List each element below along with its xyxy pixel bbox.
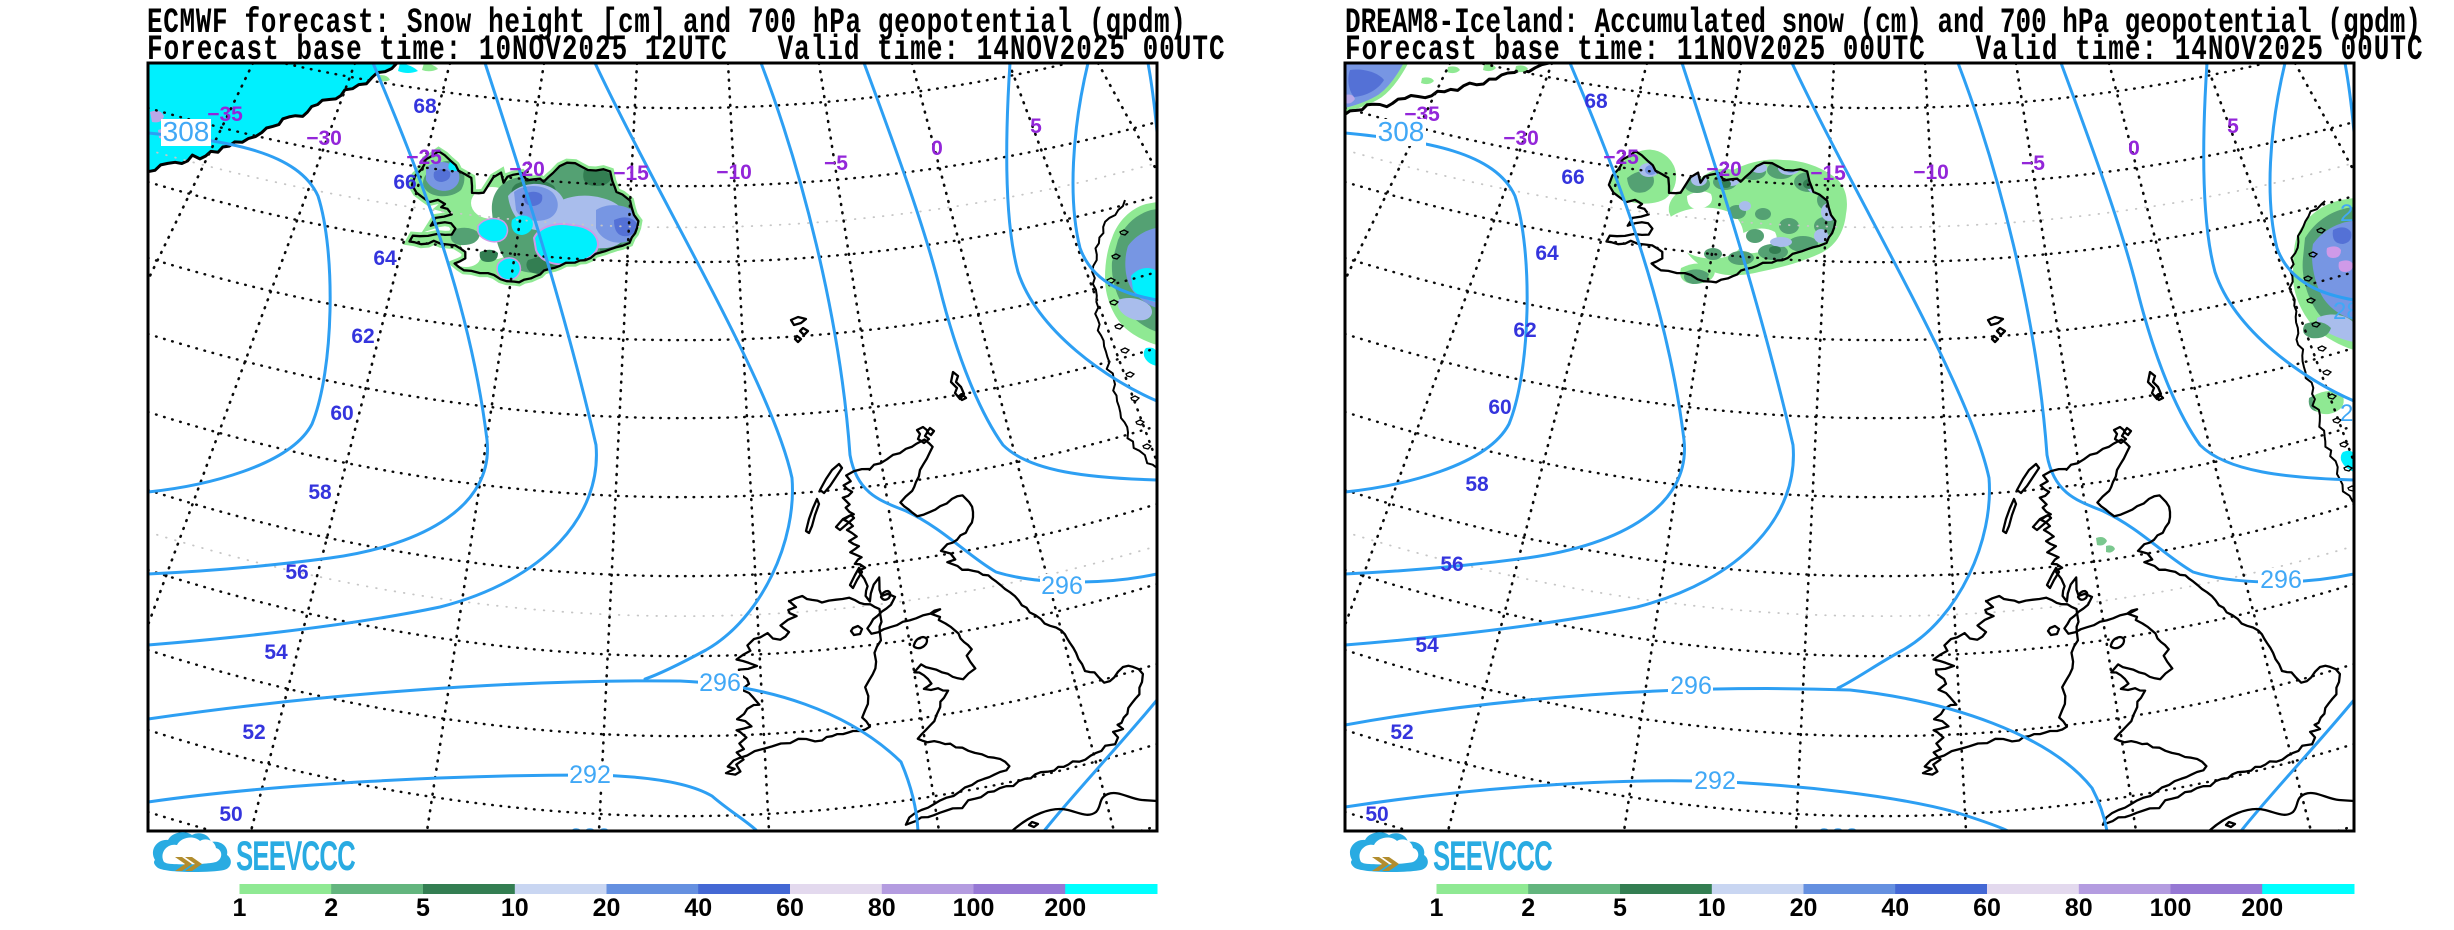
svg-text:296: 296: [1670, 672, 1712, 700]
svg-text:54: 54: [264, 641, 288, 664]
svg-text:2: 2: [1521, 894, 1535, 922]
svg-text:60: 60: [1488, 396, 1511, 419]
svg-text:28: 28: [2333, 298, 2360, 325]
svg-text:10: 10: [1698, 894, 1726, 922]
svg-text:10: 10: [501, 894, 529, 922]
svg-text:DREAM8-Iceland: Accumulated sn: DREAM8-Iceland: Accumulated snow (cm) an…: [1345, 4, 2421, 44]
svg-text:288: 288: [1817, 824, 1859, 852]
svg-text:60: 60: [1973, 894, 2001, 922]
svg-text:−10: −10: [716, 161, 752, 184]
svg-text:5: 5: [2227, 115, 2239, 138]
svg-text:292: 292: [1694, 767, 1736, 795]
svg-text:−10: −10: [1913, 161, 1949, 184]
svg-text:50: 50: [1365, 803, 1388, 826]
svg-text:−25: −25: [406, 146, 442, 169]
svg-text:5: 5: [1030, 115, 1042, 138]
svg-text:Forecast base time: 10NOV2025: Forecast base time: 10NOV2025 12UTC Vali…: [147, 31, 1226, 71]
svg-text:62: 62: [1513, 319, 1536, 342]
svg-text:64: 64: [373, 247, 397, 270]
svg-text:−20: −20: [509, 158, 545, 181]
svg-text:−35: −35: [207, 103, 243, 126]
svg-text:5: 5: [1613, 894, 1627, 922]
svg-text:40: 40: [684, 894, 712, 922]
svg-text:40: 40: [1881, 894, 1909, 922]
svg-text:60: 60: [776, 894, 804, 922]
svg-text:SEEVCCC: SEEVCCC: [236, 834, 356, 880]
svg-text:80: 80: [2065, 894, 2093, 922]
svg-text:56: 56: [1440, 553, 1463, 576]
svg-text:62: 62: [351, 325, 374, 348]
svg-text:66: 66: [1561, 166, 1584, 189]
svg-text:−30: −30: [1503, 127, 1539, 150]
svg-text:−15: −15: [613, 162, 649, 185]
svg-text:58: 58: [308, 481, 332, 504]
svg-text:52: 52: [1390, 721, 1413, 744]
svg-text:−30: −30: [306, 127, 342, 150]
svg-text:66: 66: [393, 171, 416, 194]
svg-text:58: 58: [1465, 473, 1489, 496]
svg-text:100: 100: [2150, 894, 2192, 922]
svg-text:60: 60: [330, 402, 353, 425]
svg-text:80: 80: [868, 894, 896, 922]
svg-text:0: 0: [2128, 137, 2140, 160]
svg-text:ECMWF forecast: Snow height [c: ECMWF forecast: Snow height [cm] and 700…: [147, 4, 1187, 44]
svg-text:54: 54: [1415, 634, 1439, 657]
svg-text:−25: −25: [1603, 146, 1639, 169]
svg-text:0: 0: [931, 137, 943, 160]
svg-text:296: 296: [699, 669, 741, 697]
svg-text:SEEVCCC: SEEVCCC: [1433, 834, 1553, 880]
svg-text:200: 200: [2241, 894, 2283, 922]
svg-text:−5: −5: [824, 152, 848, 175]
svg-text:56: 56: [285, 561, 308, 584]
svg-text:200: 200: [1044, 894, 1086, 922]
svg-text:50: 50: [219, 803, 242, 826]
svg-text:20: 20: [593, 894, 621, 922]
svg-text:20: 20: [1790, 894, 1818, 922]
svg-text:308: 308: [163, 116, 210, 147]
svg-text:296: 296: [1041, 572, 1083, 600]
svg-text:5: 5: [416, 894, 430, 922]
svg-text:−5: −5: [2021, 152, 2045, 175]
svg-text:−15: −15: [1810, 162, 1846, 185]
svg-text:64: 64: [1535, 242, 1559, 265]
svg-text:68: 68: [1584, 90, 1608, 113]
svg-text:−20: −20: [1706, 158, 1742, 181]
svg-text:2: 2: [324, 894, 338, 922]
svg-text:292: 292: [569, 761, 611, 789]
svg-text:100: 100: [953, 894, 995, 922]
svg-text:296: 296: [2260, 566, 2302, 594]
svg-text:1: 1: [1430, 894, 1444, 922]
svg-text:Forecast base time: 11NOV2025: Forecast base time: 11NOV2025 00UTC Vali…: [1345, 31, 2424, 71]
svg-text:68: 68: [413, 95, 437, 118]
svg-text:2: 2: [2340, 400, 2353, 427]
svg-text:1: 1: [233, 894, 247, 922]
svg-text:28: 28: [2340, 200, 2367, 227]
svg-text:308: 308: [1378, 116, 1425, 147]
svg-text:52: 52: [242, 721, 265, 744]
svg-text:288: 288: [569, 824, 611, 852]
